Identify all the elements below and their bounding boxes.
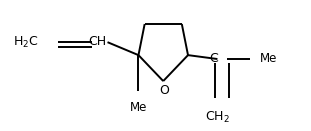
Text: Me: Me <box>130 101 147 114</box>
Text: CH$_2$: CH$_2$ <box>205 110 230 125</box>
Text: Me: Me <box>260 52 277 65</box>
Text: C: C <box>209 52 218 65</box>
Text: H$_2$C: H$_2$C <box>13 35 39 50</box>
Text: CH: CH <box>88 35 106 48</box>
Text: O: O <box>159 84 169 97</box>
